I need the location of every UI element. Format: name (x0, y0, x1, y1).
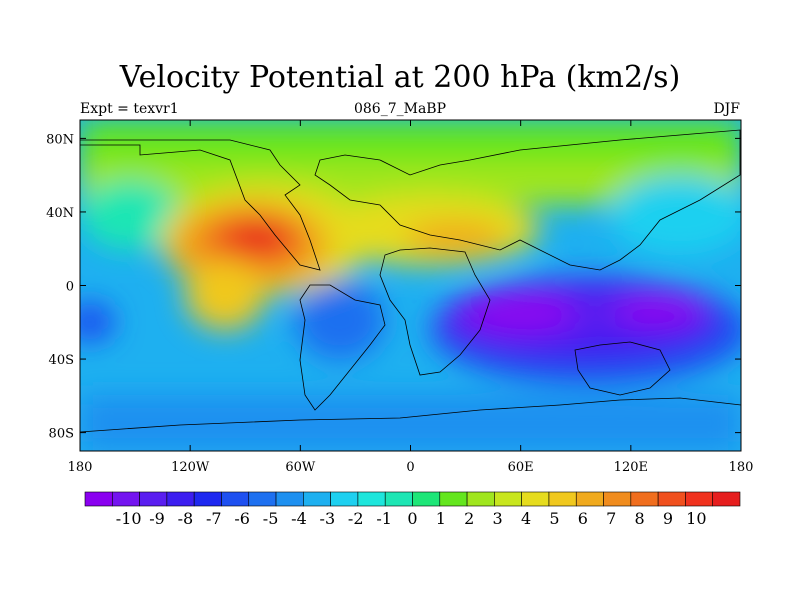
experiment-label: Expt = texvr1 (80, 101, 179, 117)
south-america-coast (299, 284, 386, 411)
case-label: 086_7_MaBP (353, 101, 447, 117)
colorbar-label: 6 (578, 509, 588, 528)
colorbar-label: 3 (493, 509, 503, 528)
colorbar-label: -4 (291, 509, 307, 528)
colorbar-swatch (603, 491, 632, 507)
colorbar-label: 1 (436, 509, 446, 528)
colorbar-swatch (466, 491, 495, 507)
colorbar-label: -2 (348, 509, 364, 528)
colorbar-swatch (166, 491, 195, 507)
y-tick-label: 40N (46, 206, 74, 221)
africa-coast (379, 247, 491, 376)
colorbar-label: -5 (263, 509, 279, 528)
colorbar-swatch (303, 491, 331, 507)
colorbar-label: 4 (521, 509, 531, 528)
colorbar-label: -1 (376, 509, 392, 528)
y-tick-label: 40S (49, 353, 74, 368)
contour-field (80, 120, 741, 451)
map-title: Velocity Potential at 200 hPa (km2/s) (119, 60, 681, 95)
y-axis: 80N 40N 0 40S 80S (46, 132, 741, 442)
x-tick-label: 180 (729, 460, 754, 475)
colorbar-swatch (521, 491, 550, 507)
colorbar-label: 0 (407, 509, 417, 528)
colorbar-swatch (657, 491, 686, 507)
x-tick-label: 120E (614, 460, 648, 475)
colorbar-swatch (494, 491, 522, 507)
north-america-coast (80, 139, 321, 271)
colorbar-swatch (221, 491, 250, 507)
colorbar: -10 -9 -8 -7 -6 -5 -4 -3 -2 -1 0 1 2 3 4 5 6 7 8 9 10 (84, 491, 741, 528)
colorbar-label: -9 (149, 509, 165, 528)
colorbar-label: -6 (234, 509, 250, 528)
colorbar-label: 10 (686, 509, 706, 528)
colorbar-label: 5 (549, 509, 559, 528)
colorbar-label: -3 (320, 509, 336, 528)
x-tick-label: 60W (285, 460, 316, 475)
colorbar-label: 8 (634, 509, 644, 528)
season-label: DJF (713, 101, 740, 117)
colorbar-swatch (248, 491, 277, 507)
x-tick-label: 120W (171, 460, 210, 475)
eurasia-coast (314, 129, 741, 271)
coastlines (80, 129, 741, 451)
colorbar-swatch (193, 491, 222, 507)
colorbar-swatch (575, 491, 604, 507)
y-tick-label: 0 (66, 280, 74, 295)
colorbar-swatch (139, 491, 168, 507)
colorbar-swatch (275, 491, 304, 507)
colorbar-swatch (384, 491, 413, 507)
x-tick-label: 60E (508, 460, 534, 475)
colorbar-swatch (330, 491, 359, 507)
colorbar-label: -7 (206, 509, 222, 528)
colorbar-swatch (84, 491, 113, 507)
antarctica-coast (80, 397, 741, 451)
colorbar-label: -10 (116, 509, 142, 528)
x-tick-label: 180 (68, 460, 93, 475)
y-tick-label: 80S (49, 427, 74, 442)
colorbar-swatch (357, 491, 386, 507)
colorbar-label: -8 (178, 509, 194, 528)
colorbar-swatch (685, 491, 714, 507)
x-axis: 180 120W 60W 0 60E 120E 180 (68, 120, 754, 475)
australia-coast (574, 341, 671, 396)
x-tick-label: 0 (406, 460, 414, 475)
colorbar-swatch (111, 491, 140, 507)
colorbar-swatch (548, 491, 577, 507)
colorbar-label: 2 (464, 509, 474, 528)
colorbar-label: 9 (663, 509, 673, 528)
colorbar-swatch (630, 491, 659, 507)
colorbar-swatch (712, 491, 741, 507)
colorbar-swatch (412, 491, 441, 507)
y-tick-label: 80N (46, 132, 74, 147)
colorbar-swatch (439, 491, 468, 507)
colorbar-label: 7 (606, 509, 616, 528)
